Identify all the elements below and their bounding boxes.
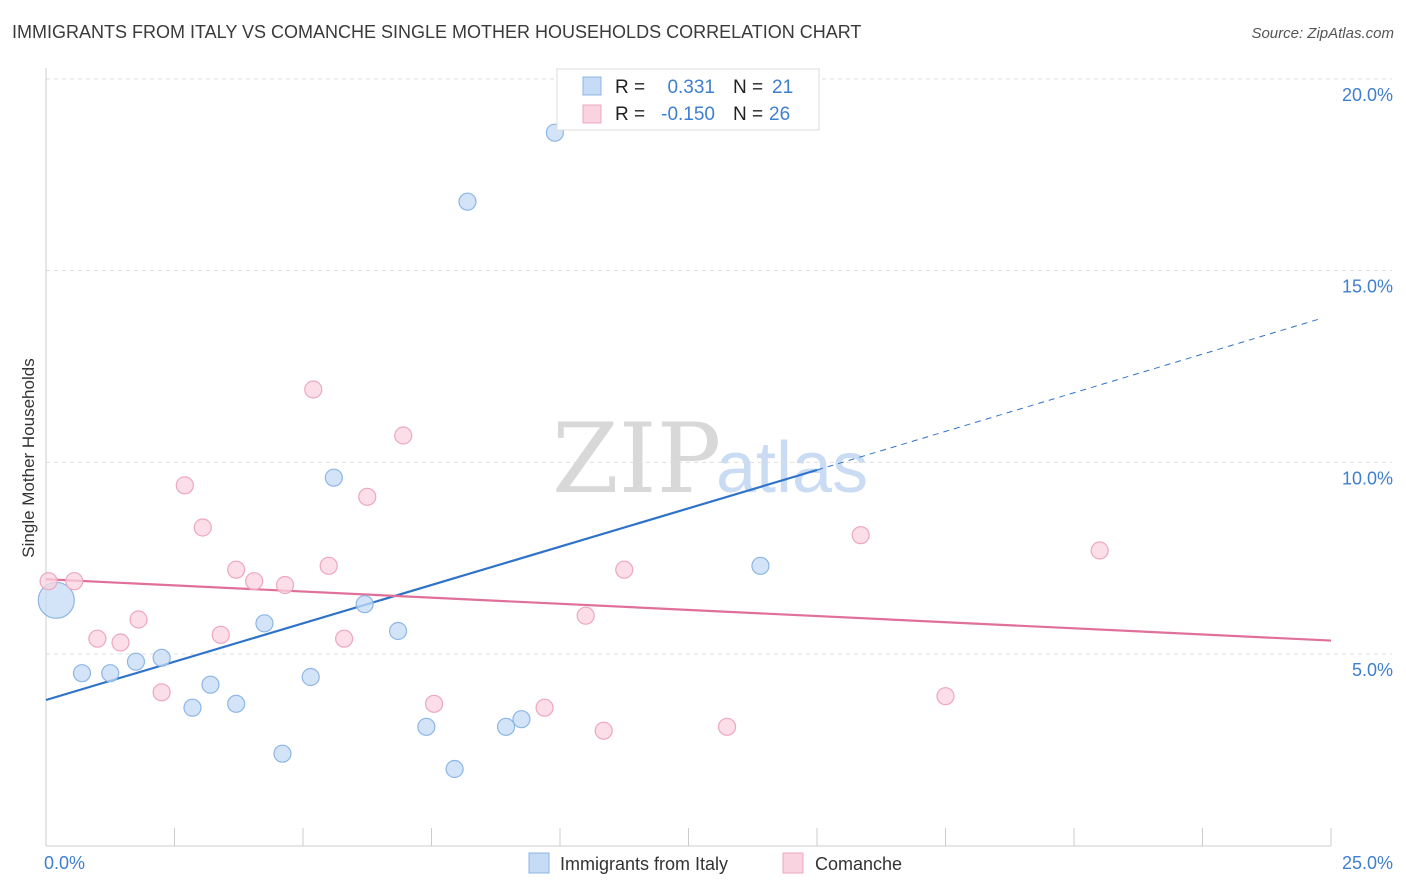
y-tick-label-0: 5.0% — [1352, 660, 1393, 680]
trend-line-italy-extension — [816, 318, 1321, 471]
point-comanche-2 — [88, 629, 107, 648]
trend-lines — [45, 318, 1332, 702]
point-italy-15 — [445, 759, 464, 779]
point-italy-14 — [417, 717, 436, 736]
axes — [45, 68, 1332, 847]
point-italy-2 — [101, 664, 120, 683]
point-comanche-0 — [39, 572, 58, 591]
point-comanche-17 — [424, 694, 444, 713]
series-legend-label-italy: Immigrants from Italy — [560, 854, 728, 874]
point-italy-16 — [458, 192, 477, 211]
point-italy-10 — [301, 667, 320, 687]
point-comanche-8 — [211, 625, 230, 644]
source-label: Source: ZipAtlas.com — [1251, 25, 1394, 42]
chart-title: IMMIGRANTS FROM ITALY VS COMANCHE SINGLE… — [12, 22, 861, 42]
legend-n-value-1: 21 — [772, 77, 793, 98]
series-legend: Immigrants from Italy Comanche — [528, 852, 902, 874]
point-comanche-22 — [717, 717, 737, 736]
point-comanche-20 — [594, 721, 613, 740]
point-comanche-23 — [851, 526, 870, 545]
point-comanche-11 — [275, 575, 295, 595]
watermark: ZIP atlas — [552, 403, 868, 515]
point-italy-1 — [72, 664, 92, 683]
point-italy-9 — [273, 744, 292, 763]
gridlines — [46, 78, 1392, 655]
point-comanche-9 — [227, 560, 246, 579]
y-axis-title: Single Mother Households — [19, 358, 38, 557]
y-tick-label-1: 10.0% — [1342, 468, 1393, 488]
legend-swatch-pink — [582, 104, 602, 124]
legend-n-label-1: N = — [733, 77, 763, 98]
point-comanche-13 — [319, 556, 338, 575]
point-italy-5 — [183, 698, 202, 717]
legend-r-label-2: R = — [615, 104, 645, 125]
tick-labels: 5.0% 10.0% 15.0% 20.0% 0.0% 25.0% — [44, 85, 1393, 873]
point-italy-18 — [512, 710, 531, 729]
point-comanche-25 — [1090, 541, 1109, 560]
x-tick-label-0: 0.0% — [44, 853, 85, 873]
legend-r-value-2: -0.150 — [661, 104, 715, 125]
point-comanche-21 — [615, 560, 634, 579]
legend-swatch-blue — [582, 76, 602, 96]
point-comanche-6 — [175, 476, 194, 495]
point-comanche-1 — [65, 572, 84, 591]
correlation-legend: R = 0.331 N = 21 R = -0.150 N = 26 — [556, 68, 820, 131]
point-italy-8 — [255, 614, 274, 633]
point-comanche-16 — [394, 426, 413, 445]
trend-line-comanche — [45, 578, 1332, 642]
legend-n-value-2: 26 — [769, 104, 790, 125]
trend-line-italy — [45, 468, 818, 702]
series-legend-swatch-comanche — [782, 852, 804, 874]
point-comanche-12 — [304, 380, 323, 399]
y-tick-label-2: 15.0% — [1342, 277, 1393, 297]
series-legend-label-comanche: Comanche — [815, 854, 902, 874]
point-comanche-18 — [535, 698, 554, 717]
point-comanche-15 — [358, 487, 377, 506]
point-italy-11 — [324, 468, 343, 487]
y-tick-label-3: 20.0% — [1342, 85, 1393, 105]
watermark-zip: ZIP — [552, 403, 721, 515]
point-comanche-7 — [193, 518, 212, 537]
point-italy-7 — [227, 694, 246, 713]
point-italy-4 — [152, 648, 171, 667]
series-legend-swatch-italy — [528, 852, 550, 874]
data-points — [37, 123, 1109, 779]
point-italy-13 — [388, 621, 408, 641]
legend-r-label-1: R = — [615, 77, 645, 98]
point-comanche-24 — [936, 687, 955, 706]
legend-r-value-1: 0.331 — [667, 77, 715, 98]
point-italy-3 — [126, 652, 146, 671]
watermark-atlas: atlas — [716, 428, 868, 508]
legend-n-label-2: N = — [733, 104, 763, 125]
point-comanche-3 — [111, 633, 130, 652]
point-comanche-14 — [335, 629, 354, 648]
x-tick-label-1: 25.0% — [1342, 853, 1393, 873]
point-comanche-4 — [129, 610, 148, 629]
point-comanche-5 — [152, 683, 171, 702]
point-italy-6 — [201, 675, 220, 694]
point-comanche-10 — [245, 572, 264, 591]
point-comanche-19 — [576, 606, 595, 625]
point-italy-17 — [496, 717, 516, 736]
point-italy-12 — [355, 595, 374, 614]
point-italy-20 — [751, 556, 770, 575]
